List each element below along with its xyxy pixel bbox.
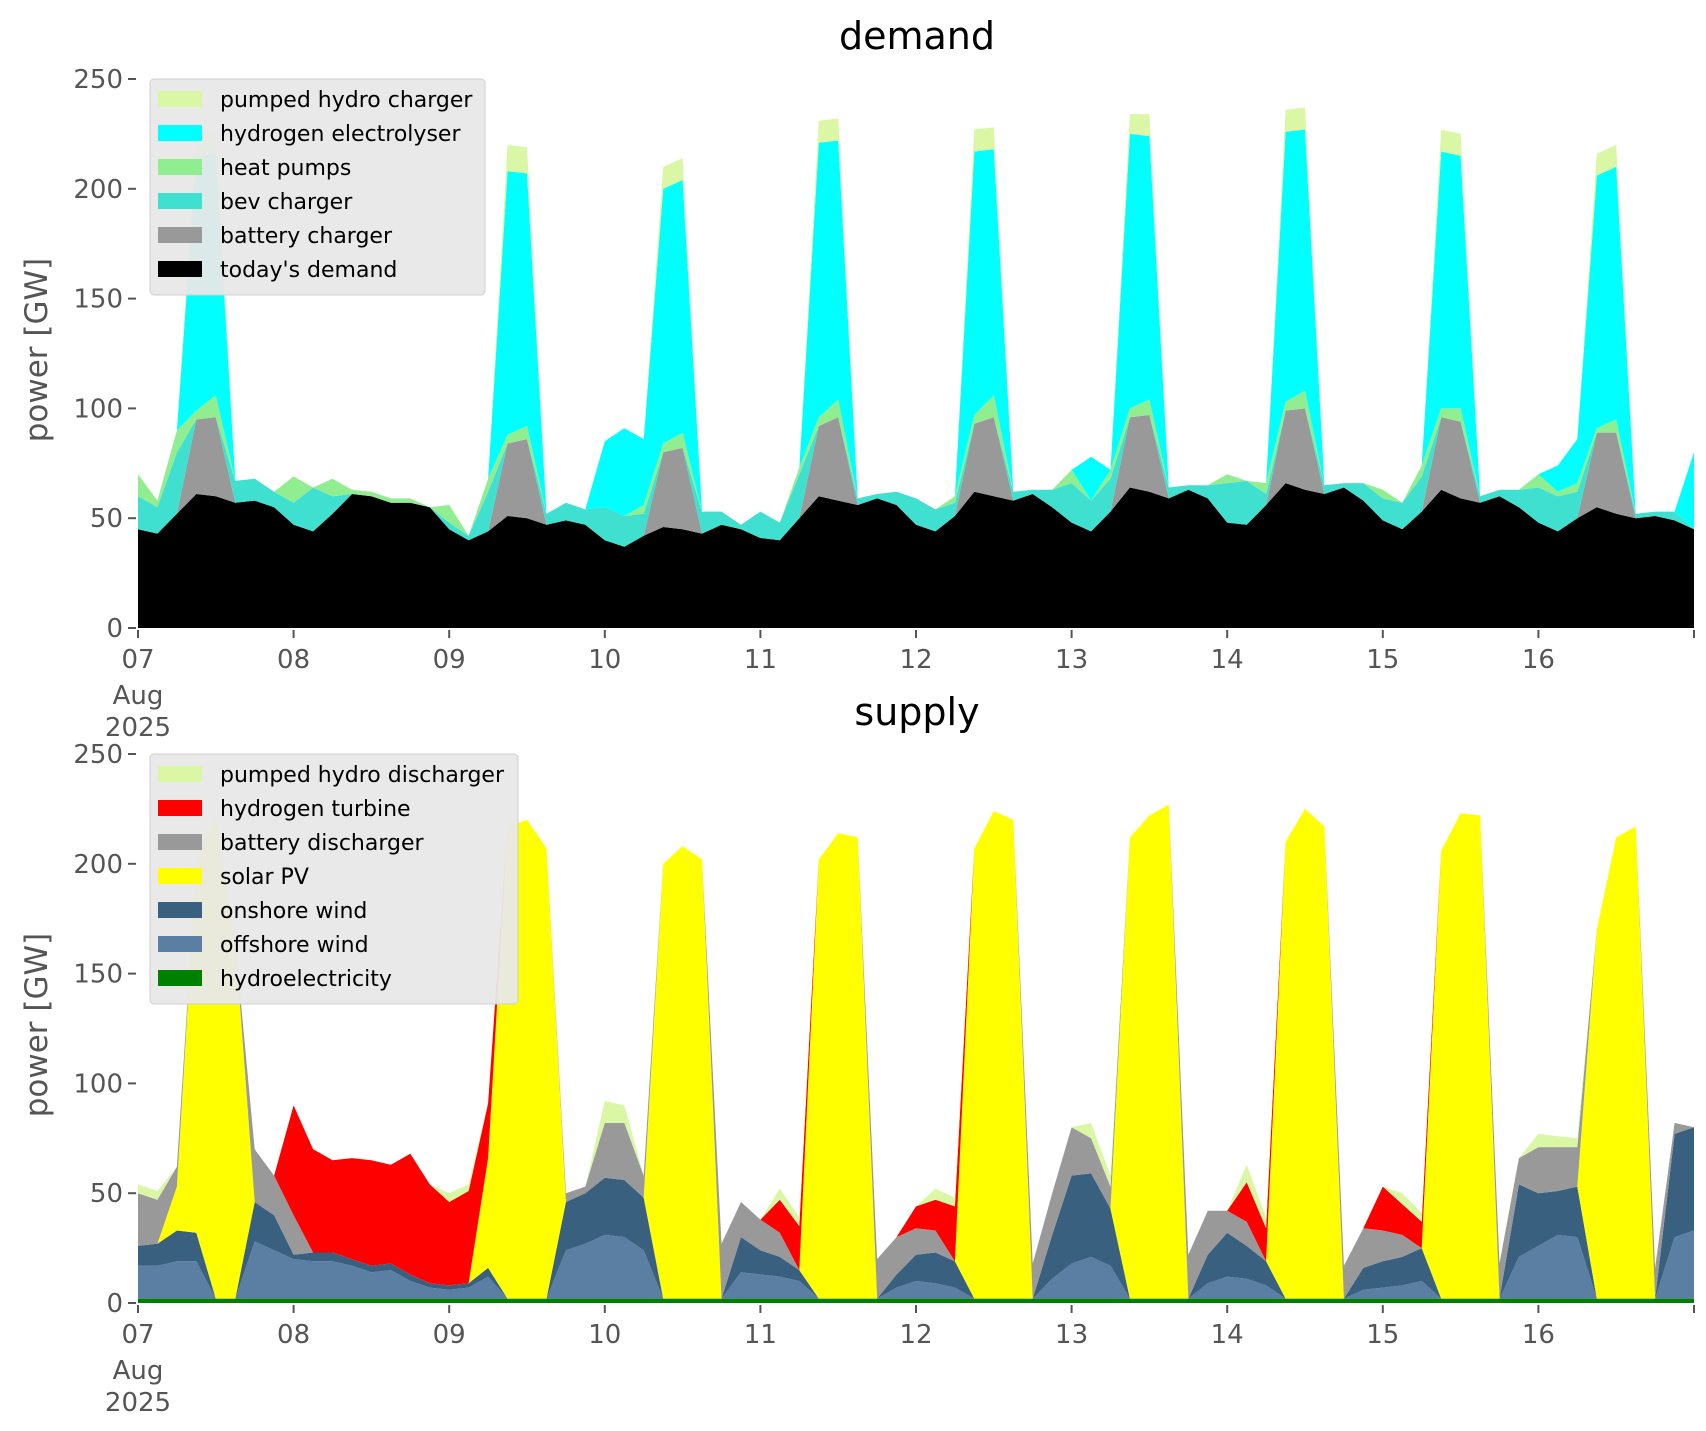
supply-x-tick-label: 08 [277,1320,310,1350]
supply-x-tick-sublabel: 2025 [105,1388,171,1418]
supply-area-onshore-wind [138,1127,1694,1299]
supply-legend-label: solar PV [220,865,309,890]
demand-x-tick-label: 12 [899,645,932,675]
demand-x-tick-label: 14 [1211,645,1244,675]
supply-legend-label: hydroelectricity [220,967,392,992]
demand-y-tick-label: 250 [73,65,123,95]
supply-y-tick-label: 50 [90,1179,123,1209]
demand-legend-label: bev charger [220,190,353,215]
supply-legend-swatch [158,834,202,850]
demand-y-tick-label: 50 [90,504,123,534]
supply-legend-label: battery discharger [220,831,425,856]
supply-legend: pumped hydro discharger hydrogen turbine b… [149,753,519,1005]
demand-x-tick-label: 07 [121,645,154,675]
supply-legend-swatch [158,902,202,918]
supply-legend-swatch [158,868,202,884]
demand-legend-swatch [158,159,202,175]
demand-y-tick-label: 0 [106,614,123,644]
demand-x-tick-label: 11 [744,645,777,675]
demand-x-tick-label: 09 [433,645,466,675]
supply-area-hydroelectricity [138,1298,1694,1303]
demand-y-tick-label: 200 [73,175,123,205]
supply-x-tick-label: 07 [121,1320,154,1350]
supply-area-solar-pv [138,804,1694,1299]
demand-legend-swatch [158,227,202,243]
supply-legend-box [149,753,519,1005]
demand-legend-box [149,78,486,296]
demand-y-axis: 0 50 100 150 200 250 [73,65,136,644]
demand-title: demand [839,14,995,58]
supply-x-tick-label: 16 [1522,1320,1555,1350]
supply-x-tick-label: 15 [1366,1320,1399,1350]
demand-x-tick-label: 13 [1055,645,1088,675]
demand-y-tick-label: 150 [73,285,123,315]
supply-legend-label: onshore wind [220,899,367,924]
supply-y-tick-label: 0 [106,1289,123,1319]
demand-area-today-s-demand [138,483,1694,628]
demand-legend-label: pumped hydro charger [220,88,473,113]
supply-y-axis-label: power [GW] [19,933,55,1118]
demand-legend-label: hydrogen electrolyser [220,122,461,147]
supply-y-tick-label: 200 [73,850,123,880]
supply-title: supply [854,690,979,734]
demand-legend-label: battery charger [220,224,393,249]
supply-legend-swatch [158,766,202,782]
supply-legend-swatch [158,800,202,816]
demand-legend-swatch [158,193,202,209]
supply-x-tick-label: 14 [1211,1320,1244,1350]
demand-area-hydrogen-electrolyser [138,129,1694,536]
supply-x-tick-label: 11 [744,1320,777,1350]
demand-x-tick-label: 08 [277,645,310,675]
demand-legend-label: today's demand [220,258,397,283]
supply-legend-label: hydrogen turbine [220,797,411,822]
demand-legend-swatch [158,91,202,107]
supply-legend-swatch [158,970,202,986]
demand-x-tick-label: 15 [1366,645,1399,675]
supply-areas [138,804,1694,1303]
demand-legend-label: heat pumps [220,156,351,181]
supply-area-offshore-wind [138,1230,1694,1299]
demand-legend: pumped hydro charger hydrogen electrolyse… [149,78,486,296]
supply-x-tick-label: 12 [899,1320,932,1350]
demand-area-battery-charger [138,408,1694,547]
demand-y-tick-label: 100 [73,394,123,424]
demand-y-axis-label: power [GW] [19,258,55,443]
demand-x-tick-label: 16 [1522,645,1555,675]
demand-legend-swatch [158,261,202,277]
demand-area-bev-charger [138,408,1694,547]
demand-legend-swatch [158,125,202,141]
supply-area-battery-discharger [138,804,1694,1299]
supply-x-tick-label: 09 [433,1320,466,1350]
supply-legend-label: offshore wind [220,933,369,958]
supply-y-tick-label: 250 [73,740,123,770]
supply-y-tick-label: 150 [73,960,123,990]
supply-x-tick-label: 10 [588,1320,621,1350]
supply-x-tick-sublabel: Aug [113,1356,164,1386]
demand-x-tick-label: 10 [588,645,621,675]
supply-y-axis: 0 50 100 150 200 250 [73,740,136,1319]
supply-legend-swatch [158,936,202,952]
demand-areas [138,107,1694,628]
supply-legend-label: pumped hydro discharger [220,763,505,788]
demand-x-tick-sublabel: 2025 [105,713,171,743]
demand-x-tick-sublabel: Aug [113,681,164,711]
supply-y-tick-label: 100 [73,1069,123,1099]
supply-x-tick-label: 13 [1055,1320,1088,1350]
demand-area-heat-pumps [138,390,1694,536]
